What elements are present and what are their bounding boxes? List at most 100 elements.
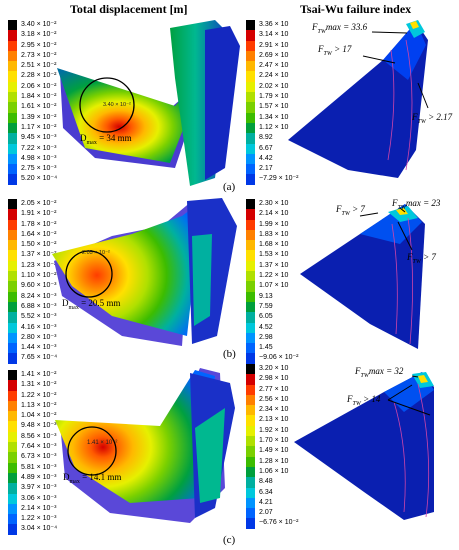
legend-swatch xyxy=(8,442,17,453)
legend-label: 2.95 × 10⁻² xyxy=(21,41,57,49)
legend-swatch xyxy=(8,112,17,123)
legend-label: 8.24 × 10⁻³ xyxy=(21,292,57,300)
legend-swatch xyxy=(246,312,255,323)
legend-swatch xyxy=(8,483,17,494)
legend-label: 1.22 × 10⁻³ xyxy=(21,515,57,523)
max-value-marker-c: 1.41 × 10⁻² xyxy=(87,440,117,446)
legend-label: 2.75 × 10⁻³ xyxy=(21,165,57,173)
legend-swatch xyxy=(246,71,255,82)
right-column-header: Tsai-Wu failure index xyxy=(300,2,412,16)
legend-label: 6.73 × 10⁻³ xyxy=(21,453,57,461)
legend-swatch xyxy=(246,343,255,354)
legend-swatch xyxy=(8,503,17,515)
legend-swatch xyxy=(8,291,17,302)
legend-label: 1.04 × 10⁻² xyxy=(21,412,57,420)
legend-swatch xyxy=(8,400,17,412)
legend-label: 2.98 xyxy=(259,333,273,341)
legend-label: 3.04 × 10⁻⁴ xyxy=(21,525,58,533)
legend-swatch xyxy=(246,518,255,529)
legend-label: 1.49 × 10 xyxy=(259,447,289,455)
legend-swatch xyxy=(8,102,17,113)
legend-label: 1.44 × 10⁻³ xyxy=(21,344,57,352)
legend-label: 4.98 × 10⁻³ xyxy=(21,154,57,162)
legend-swatch xyxy=(246,240,255,251)
legend-swatch xyxy=(246,30,255,41)
legend-label: 1.22 × 10 xyxy=(259,272,289,280)
legend-label: 1.23 × 10⁻² xyxy=(21,261,57,269)
legend-swatch xyxy=(8,174,17,185)
legend-label: 2.05 × 10⁻² xyxy=(21,200,57,207)
legend-swatch xyxy=(246,281,255,292)
legend-label: 7.65 × 10⁻⁴ xyxy=(21,354,58,362)
legend-swatch xyxy=(246,260,255,272)
annotation-ftw-max-c: FTWmax = 32 xyxy=(355,366,404,379)
plot-tsai-wu-c xyxy=(294,372,434,520)
legend-swatch xyxy=(8,153,17,165)
legend-swatch xyxy=(8,332,17,344)
legend-label: 1.28 × 10 xyxy=(259,457,289,465)
annotation-ftw-max-a: FTWmax = 33.6 xyxy=(312,22,368,35)
legend-label: 9.60 × 10⁻³ xyxy=(21,282,57,290)
legend-label: 1.17 × 10⁻² xyxy=(21,123,57,131)
legend-swatch xyxy=(246,456,255,467)
legend-label: 2.24 × 10 xyxy=(259,72,289,80)
legend-label: 6.88 × 10⁻³ xyxy=(21,302,57,310)
legend-swatch xyxy=(246,40,255,51)
legend-swatch xyxy=(246,301,255,313)
legend-swatch xyxy=(8,260,17,272)
legend-swatch xyxy=(8,370,17,381)
legend-swatch xyxy=(8,92,17,103)
legend-swatch xyxy=(8,199,17,210)
legend-label: 5.52 × 10⁻³ xyxy=(21,313,57,321)
max-value-marker-b: 2.05 × 10⁻² xyxy=(82,250,110,256)
dmax-label-a: Dmax = 34 mm xyxy=(80,133,132,146)
legend-swatch xyxy=(246,364,255,375)
legend-swatch xyxy=(8,353,17,364)
legend-label: 2.98 × 10 xyxy=(259,375,289,383)
legend-label: 1.12 × 10 xyxy=(259,123,289,131)
legend-swatch xyxy=(246,199,255,210)
legend-swatch xyxy=(246,50,255,62)
annotation-ftw-gt217-a: FTW > 2.17 xyxy=(412,112,453,125)
legend-swatch xyxy=(246,477,255,488)
legend-swatch xyxy=(8,40,17,51)
dmax-label-c: Dmax = 14.1 mm xyxy=(63,472,122,485)
legend-label: 3.36 × 10 xyxy=(259,21,289,28)
legend-swatch xyxy=(8,209,17,220)
legend-swatch xyxy=(246,153,255,165)
legend-label: 1.45 xyxy=(259,344,273,352)
legend-label: 2.28 × 10⁻² xyxy=(21,72,57,80)
legend-label: 2.56 × 10 xyxy=(259,395,289,403)
legend-swatch xyxy=(246,209,255,220)
legend-swatch xyxy=(8,143,17,154)
legend-label: 1.13 × 10⁻² xyxy=(21,401,57,409)
legend-swatch xyxy=(8,81,17,93)
legend-label: 3.40 × 10⁻² xyxy=(21,21,57,28)
legend-swatch xyxy=(246,508,255,519)
legend-swatch xyxy=(8,122,17,134)
legend-swatch xyxy=(246,112,255,123)
legend-label: 2.02 × 10 xyxy=(259,82,289,90)
legend-label: 5.81 × 10⁻³ xyxy=(21,463,57,471)
legend-swatch xyxy=(246,487,255,498)
legend-label: 9.45 × 10⁻³ xyxy=(21,134,57,142)
legend-label: 1.78 × 10⁻² xyxy=(21,220,57,228)
legend-swatch xyxy=(8,472,17,484)
legend-label: 1.99 × 10 xyxy=(259,220,289,228)
legend-label: −9.06 × 10⁻² xyxy=(259,354,299,362)
plot-displacement-b: 2.05 × 10⁻² xyxy=(52,198,237,346)
legend-swatch xyxy=(246,61,255,72)
legend-swatch xyxy=(8,343,17,354)
legend-label: 1.41 × 10⁻² xyxy=(21,371,57,378)
legend-label: 2.13 × 10 xyxy=(259,416,289,424)
annotation-ftw-gt17-a: FTW > 17 xyxy=(318,44,352,57)
legend-swatch xyxy=(8,229,17,241)
annotation-ftw-gt7-right-b: FTW > 7 xyxy=(407,252,436,265)
legend-label: 1.10 × 10⁻² xyxy=(21,272,57,280)
legend-label: 1.68 × 10 xyxy=(259,241,289,249)
legend-swatch xyxy=(8,452,17,463)
legend-label: 1.61 × 10⁻² xyxy=(21,103,57,111)
legend-swatch xyxy=(246,250,255,261)
legend-swatch xyxy=(8,462,17,473)
annotation-ftw-max-b: FTWmax = 23 xyxy=(392,198,441,211)
